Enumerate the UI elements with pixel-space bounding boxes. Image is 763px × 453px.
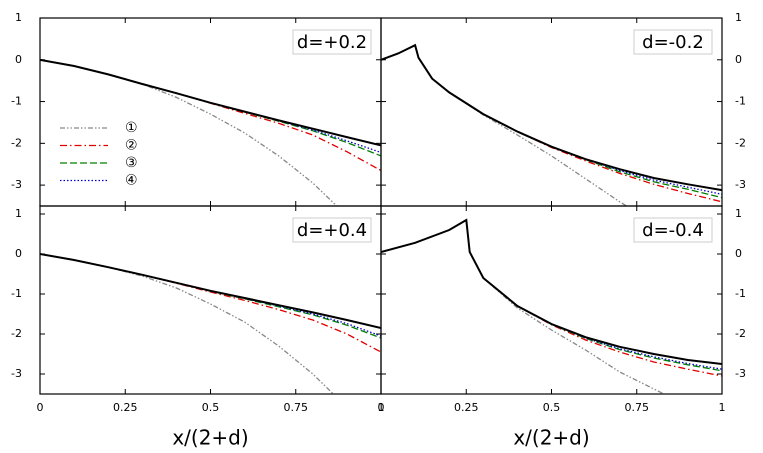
legend-label: ② — [125, 138, 138, 154]
panel-title: d=-0.2 — [642, 32, 704, 53]
y-tick-label: -1 — [735, 287, 746, 300]
y-tick-label: -3 — [11, 178, 22, 191]
legend-label: ① — [125, 120, 138, 136]
y-tick-label: -3 — [735, 367, 746, 380]
series-line — [469, 251, 722, 377]
y-tick-label: -2 — [735, 136, 746, 149]
y-tick-label: -3 — [11, 367, 22, 380]
series-line — [40, 253, 381, 339]
series-line — [40, 253, 381, 353]
series-line — [469, 251, 722, 372]
title-box — [633, 217, 713, 243]
y-tick-label: 0 — [15, 247, 22, 260]
x-axis-label: x/(2+d) — [172, 426, 248, 450]
y-tick-label: 1 — [735, 11, 742, 24]
y-tick-label: -1 — [735, 95, 746, 108]
y-tick-label: -2 — [11, 136, 22, 149]
panel-title: d=+0.2 — [297, 32, 367, 53]
plot-area — [381, 43, 722, 206]
y-tick-label: -2 — [11, 327, 22, 340]
series-line — [40, 59, 381, 172]
x-tick-label: 1 — [378, 401, 385, 414]
y-tick-label: -2 — [735, 327, 746, 340]
y-tick-label: 1 — [15, 207, 22, 220]
y-tick-label: 0 — [15, 53, 22, 66]
title-box — [292, 29, 372, 55]
panel-frame — [380, 205, 723, 395]
x-tick-label: 0.75 — [284, 401, 309, 414]
series-line — [417, 57, 722, 203]
series-line — [40, 58, 381, 147]
title-box — [292, 217, 372, 243]
series-line — [40, 59, 381, 157]
x-tick-label: 0.25 — [113, 401, 138, 414]
x-tick-label: 0 — [378, 401, 385, 414]
plot-area — [381, 218, 722, 394]
series-line — [40, 253, 334, 394]
series-line — [417, 57, 722, 195]
x-tick-label: 0.5 — [202, 401, 220, 414]
y-tick-label: -1 — [11, 95, 22, 108]
legend-label: ④ — [125, 173, 138, 189]
series-line — [40, 253, 381, 337]
y-tick-label: 1 — [15, 11, 22, 24]
x-tick-label: 0.75 — [625, 401, 650, 414]
series-line — [40, 253, 381, 329]
series-line — [40, 59, 338, 206]
series-line — [40, 59, 381, 154]
plot-area — [40, 253, 381, 394]
series-line — [469, 251, 665, 394]
panel-title: d=-0.4 — [642, 220, 704, 241]
panel-title: d=+0.4 — [297, 220, 367, 241]
series-line — [417, 57, 627, 206]
series-line — [381, 43, 722, 192]
series-line — [381, 218, 722, 365]
y-tick-label: 0 — [735, 247, 742, 260]
series-line — [469, 251, 722, 370]
y-tick-label: -1 — [11, 287, 22, 300]
x-tick-label: 1 — [719, 401, 726, 414]
y-tick-label: -3 — [735, 178, 746, 191]
x-tick-label: 0.5 — [543, 401, 561, 414]
series-line — [417, 57, 722, 199]
y-tick-label: 1 — [735, 207, 742, 220]
x-tick-label: 0.25 — [454, 401, 479, 414]
x-tick-label: 0 — [37, 401, 44, 414]
y-tick-label: 0 — [735, 53, 742, 66]
x-axis-label: x/(2+d) — [513, 426, 589, 450]
plot-area — [40, 58, 381, 206]
legend-label: ③ — [125, 155, 138, 171]
title-box — [633, 29, 713, 55]
